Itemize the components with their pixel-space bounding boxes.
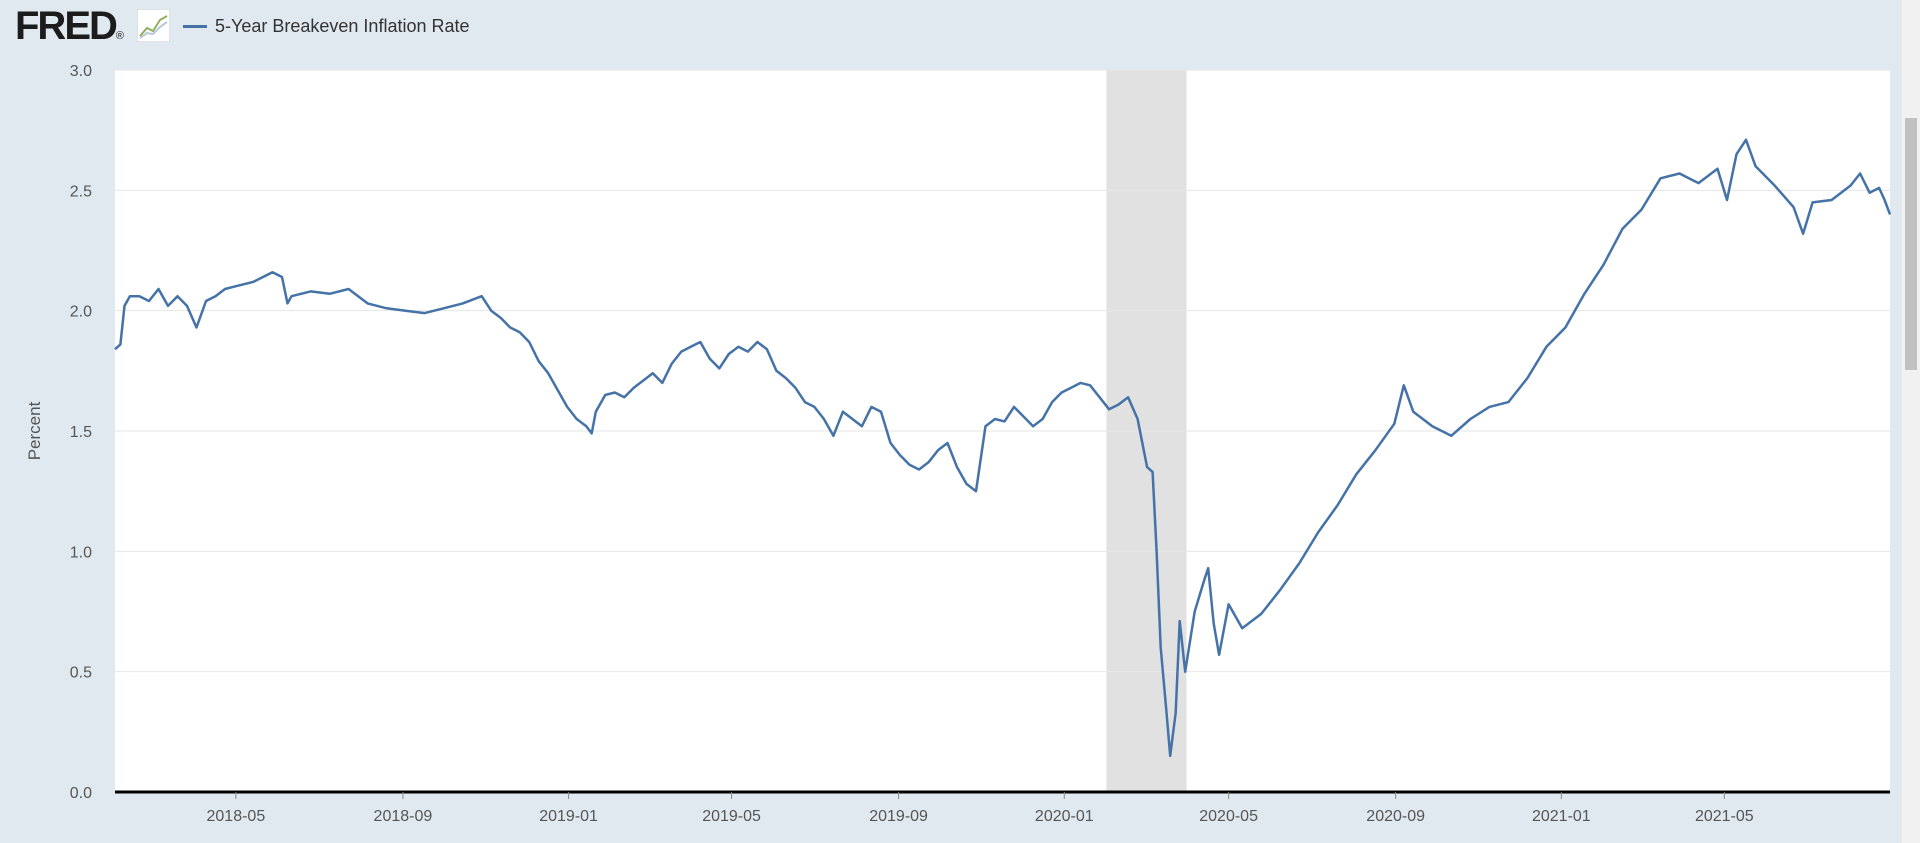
x-tick-label: 2020-05 <box>1199 808 1258 825</box>
x-tick-label: 2020-09 <box>1366 808 1425 825</box>
legend[interactable]: 5-Year Breakeven Inflation Rate <box>183 12 470 40</box>
y-axis-title: Percent <box>25 401 44 460</box>
y-tick-label: 0.0 <box>70 785 92 802</box>
x-tick-label: 2019-01 <box>539 808 598 825</box>
y-tick-label: 0.5 <box>70 665 92 682</box>
scrollbar[interactable] <box>1902 0 1920 843</box>
y-tick-label: 1.0 <box>70 544 92 561</box>
line-chart-icon <box>137 9 170 42</box>
y-tick-label: 1.5 <box>70 424 92 441</box>
y-tick-label: 2.0 <box>70 304 92 321</box>
legend-swatch <box>183 24 207 28</box>
x-tick-label: 2019-05 <box>702 808 761 825</box>
x-tick-label: 2021-05 <box>1695 808 1754 825</box>
x-tick-label: 2021-01 <box>1532 808 1591 825</box>
scrollbar-thumb[interactable] <box>1905 118 1917 370</box>
legend-label: 5-Year Breakeven Inflation Rate <box>215 15 470 36</box>
x-tick-label: 2019-09 <box>869 808 928 825</box>
series-line[interactable] <box>114 138 1892 758</box>
fred-logo[interactable]: FRED® <box>15 4 124 48</box>
y-tick-label: 3.0 <box>70 63 92 80</box>
y-tick-label: 2.5 <box>70 183 92 200</box>
chart-header: FRED® 5-Year Breakeven Inflation Rate <box>0 0 1890 56</box>
x-tick-label: 2018-09 <box>374 808 433 825</box>
x-tick-label: 2018-05 <box>207 808 266 825</box>
x-tick-label: 2020-01 <box>1035 808 1094 825</box>
